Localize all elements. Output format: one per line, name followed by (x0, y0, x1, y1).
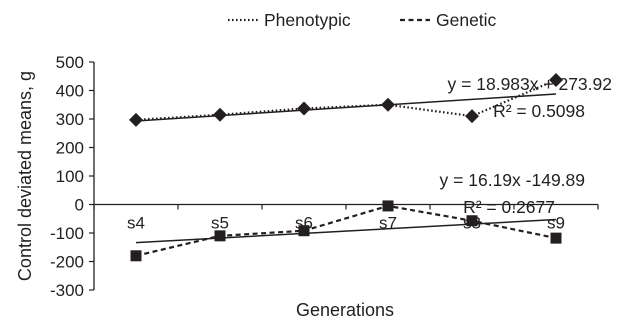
y-tick-label: 400 (56, 82, 84, 101)
legend: Phenotypic Genetic (228, 10, 497, 30)
y-tick-label: 100 (56, 167, 84, 186)
data-point-phenotypic (549, 72, 563, 87)
x-tick-label: s4 (127, 214, 145, 233)
series-line-genetic (135, 204, 557, 257)
trendline-genetic (135, 218, 557, 244)
y-tick-label: 300 (56, 110, 84, 129)
annotations: y = 18.983x + 273.92 R² = 0.5098 y = 16.19… (440, 74, 612, 217)
data-point-genetic (298, 225, 310, 237)
trendline-equation-genetic: y = 16.19x -149.89 (440, 170, 585, 190)
series-line-phenotypic (135, 78, 557, 121)
y-tick-label: 500 (56, 53, 84, 72)
data-point-phenotypic (129, 112, 143, 127)
data-point-phenotypic (213, 107, 227, 122)
data-point-genetic (130, 250, 142, 262)
data-point-phenotypic (465, 109, 479, 124)
y-tick-label: 200 (56, 139, 84, 158)
trendline-equation-phenotypic: y = 18.983x + 273.92 (448, 74, 612, 94)
data-point-genetic (466, 215, 478, 227)
data-point-genetic (550, 232, 562, 244)
y-tick-label: -300 (50, 281, 84, 300)
data-point-phenotypic (381, 97, 395, 112)
data-point-phenotypic (297, 101, 311, 116)
x-tick-label: s5 (211, 214, 229, 233)
y-tick-label: -200 (50, 253, 84, 272)
data-point-genetic (214, 230, 226, 242)
y-tick-label: 0 (75, 196, 84, 215)
x-tick-label: s9 (547, 214, 565, 233)
y-axis-title: Control deviated means, g (15, 71, 35, 281)
series (129, 72, 563, 262)
x-tick-label: s7 (379, 214, 397, 233)
y-tick-label: -100 (50, 224, 84, 243)
trendline-phenotypic (135, 93, 557, 122)
trendline-r2-genetic: R² = 0.2677 (463, 197, 555, 217)
trendline-r2-phenotypic: R² = 0.5098 (493, 101, 585, 121)
legend-label-phenotypic: Phenotypic (264, 10, 351, 30)
data-point-genetic (382, 200, 394, 212)
legend-label-genetic: Genetic (436, 10, 497, 30)
x-axis-title: Generations (296, 300, 394, 320)
